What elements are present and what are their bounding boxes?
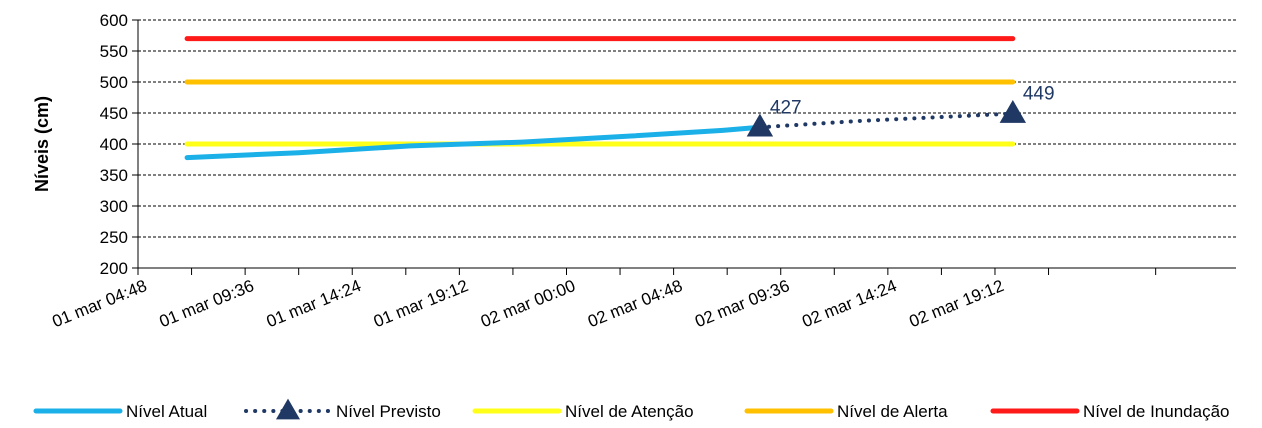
x-tick-label: 02 mar 00:00 [478,276,578,331]
x-tick-label: 02 mar 04:48 [585,276,685,331]
legend-label-nivel-atual: Nível Atual [126,402,207,421]
legend-label-nivel-de-alerta: Nível de Alerta [837,402,948,421]
y-tick-label: 400 [100,135,128,154]
y-tick-label: 250 [100,228,128,247]
legend-label-nivel-de-inundacao: Nível de Inundação [1083,402,1230,421]
data-label: 427 [770,97,802,118]
y-tick-label: 200 [100,259,128,278]
x-tick-label: 02 mar 19:12 [906,276,1006,331]
legend-marker-nivel-previsto [276,398,300,420]
y-tick-label: 600 [100,11,128,30]
point-marker-nivel-previsto [746,113,774,137]
y-axis-title: Níveis (cm) [32,96,52,192]
x-tick-label: 01 mar 19:12 [371,276,471,331]
legend-label-nivel-previsto: Nível Previsto [336,402,441,421]
y-tick-label: 450 [100,104,128,123]
y-tick-label: 500 [100,73,128,92]
x-tick-label: 01 mar 09:36 [157,276,257,331]
series-line-nivel-previsto [757,111,1015,130]
data-label: 449 [1023,84,1055,105]
x-tick-label: 01 mar 04:48 [49,276,149,331]
y-tick-label: 300 [100,197,128,216]
x-tick-label: 01 mar 14:24 [264,276,364,331]
point-marker-nivel-previsto [999,99,1027,123]
series-line-nivel-atual [184,124,763,161]
x-tick-label: 02 mar 09:36 [692,276,792,331]
y-tick-label: 350 [100,166,128,185]
legend-label-nivel-de-atencao: Nível de Atenção [565,402,694,421]
x-tick-label: 02 mar 14:24 [799,276,899,331]
y-tick-label: 550 [100,42,128,61]
